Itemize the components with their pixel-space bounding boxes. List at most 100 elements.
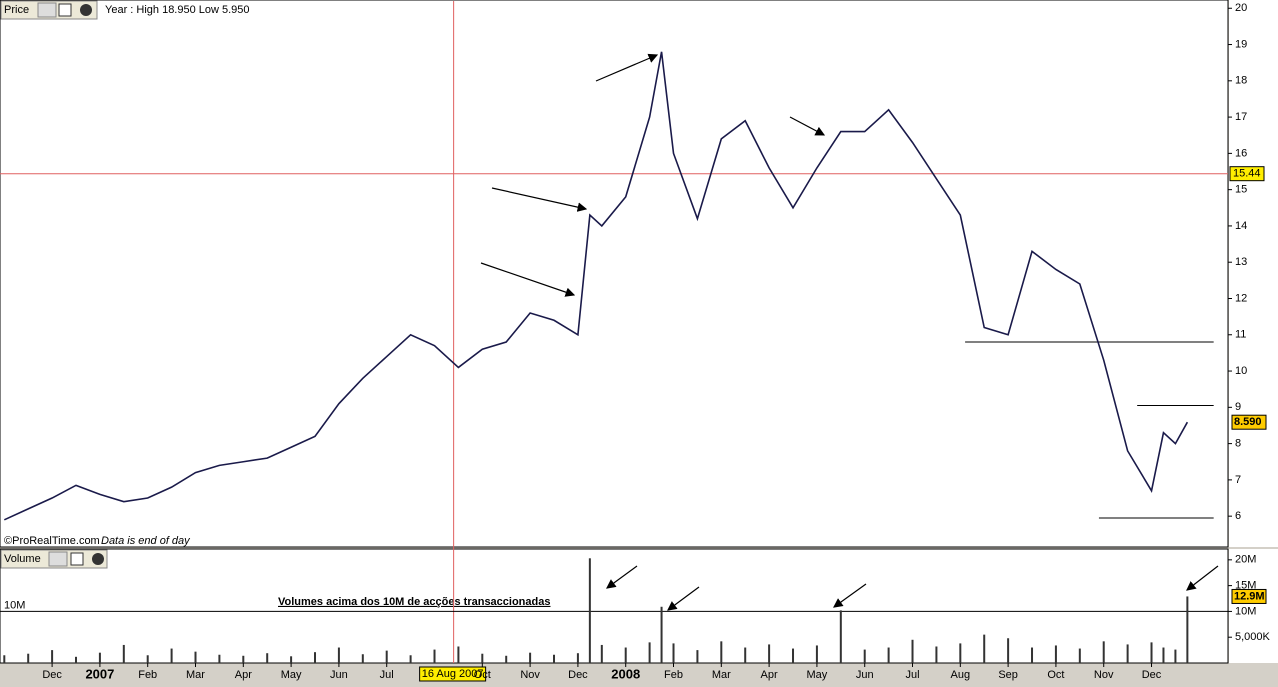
volume-panel — [0, 548, 1229, 664]
x-tick-label: Feb — [664, 669, 683, 681]
volume-bar — [1054, 645, 1057, 663]
cursor-x-label: 16 Aug 2007 — [422, 668, 484, 680]
y-tick-label: 12 — [1235, 292, 1247, 304]
volume-bar — [648, 642, 651, 663]
volume-bar — [337, 647, 340, 663]
volume-bar — [660, 606, 663, 663]
volume-bar — [553, 654, 556, 663]
x-tick-label: May — [281, 669, 302, 681]
x-tick-label: Mar — [712, 669, 731, 681]
y-tick-label: 19 — [1235, 38, 1247, 50]
volume-bar — [1007, 638, 1010, 663]
last-value-box — [1231, 588, 1267, 604]
y-tick-label: 11 — [1235, 329, 1246, 341]
volume-bar — [170, 648, 173, 663]
y-tick-label: 9 — [1235, 401, 1241, 413]
volume-bar — [624, 647, 627, 663]
x-tick-label: Feb — [138, 669, 157, 681]
volume-bar — [1186, 596, 1189, 663]
volume-bar — [588, 558, 591, 663]
volume-bar — [433, 649, 436, 663]
volume-bar — [959, 643, 962, 663]
last-value-label: 8.590 — [1234, 416, 1262, 428]
x-tick-label: Mar — [186, 669, 205, 681]
volume-bar — [409, 655, 412, 663]
volume-bar — [3, 655, 6, 663]
volume-bar — [1162, 647, 1165, 663]
price-panel — [0, 0, 1229, 548]
last-value-box — [1231, 414, 1267, 430]
volume-bar — [1078, 648, 1081, 663]
x-tick-label: Dec — [42, 669, 62, 681]
volume-axis-area — [1229, 549, 1278, 663]
x-tick-label: 2008 — [611, 666, 640, 681]
x-tick-label: Nov — [1094, 669, 1114, 681]
price-axis-area — [1229, 0, 1278, 547]
volume-bar — [1174, 649, 1177, 663]
volume-bar — [744, 647, 747, 663]
y-tick-label: 16 — [1235, 147, 1247, 159]
annotation: Volumes acima dos 10M de acções transacc… — [278, 596, 550, 608]
volume-bar — [146, 655, 149, 663]
y-tick-label: 13 — [1235, 256, 1247, 268]
volume-bar — [792, 648, 795, 663]
y-tick-label: 15M — [1235, 580, 1256, 592]
close-button[interactable] — [92, 553, 104, 565]
last-value-label: 12.9M — [1234, 590, 1265, 602]
cursor-y-label: 15.44 — [1233, 168, 1261, 180]
volume-bar — [361, 654, 364, 663]
x-tick-label: Jun — [856, 669, 874, 681]
settings-button[interactable] — [37, 2, 57, 18]
volume-bar — [983, 634, 986, 663]
x-tick-label: Oct — [474, 669, 491, 681]
volume-bar — [218, 654, 221, 663]
volume-bar — [672, 643, 675, 663]
x-tick-label: Aug — [951, 669, 971, 681]
y-tick-label: 20 — [1235, 2, 1247, 14]
volume-bar — [720, 641, 723, 663]
volume-bar — [51, 650, 54, 663]
x-tick-label: Dec — [1142, 669, 1162, 681]
x-tick-label: Nov — [520, 669, 540, 681]
x-tick-label: Jul — [380, 669, 394, 681]
volume-bar — [122, 644, 125, 663]
y-tick-label: 20M — [1235, 554, 1256, 566]
volume-bar — [529, 652, 532, 663]
y-tick-label: 5,000K — [1235, 631, 1271, 643]
x-tick-label: 2007 — [85, 666, 114, 681]
x-tick-label: Oct — [1047, 669, 1064, 681]
volume-bar — [600, 644, 603, 663]
volume-bar — [1102, 641, 1105, 663]
y-tick-label: 18 — [1235, 75, 1247, 87]
x-tick-label: May — [807, 669, 828, 681]
x-tick-label: Sep — [998, 669, 1018, 681]
volume-bar — [768, 644, 771, 663]
y-tick-label: 14 — [1235, 220, 1247, 232]
volume-bar — [935, 646, 938, 663]
maximize-button[interactable] — [70, 552, 84, 566]
y-tick-label: 6 — [1235, 510, 1241, 522]
y-tick-label: 7 — [1235, 474, 1241, 486]
close-button[interactable] — [80, 4, 92, 16]
volume-bar — [1031, 647, 1034, 663]
price-title: Price — [4, 4, 29, 16]
volume-bar — [266, 653, 269, 663]
arrows — [480, 53, 1219, 611]
price-subtitle: Year : High 18.950 Low 5.950 — [105, 4, 250, 16]
volume-bar — [385, 650, 388, 663]
volume-bar — [75, 656, 78, 663]
volume-bar — [1150, 642, 1153, 663]
y-tick-label: 10 — [1235, 365, 1247, 377]
volume-bar — [457, 646, 460, 663]
y-tick-label: 15 — [1235, 184, 1247, 196]
x-tick-label: Jun — [330, 669, 348, 681]
cursor-y-box — [1229, 166, 1265, 182]
volume-bar — [242, 655, 245, 663]
volume-bar — [27, 653, 30, 663]
maximize-button[interactable] — [58, 3, 72, 17]
cursor-x-box — [419, 666, 487, 682]
settings-button[interactable] — [48, 551, 68, 567]
volume-bar — [576, 653, 579, 663]
volume-bar — [815, 645, 818, 663]
